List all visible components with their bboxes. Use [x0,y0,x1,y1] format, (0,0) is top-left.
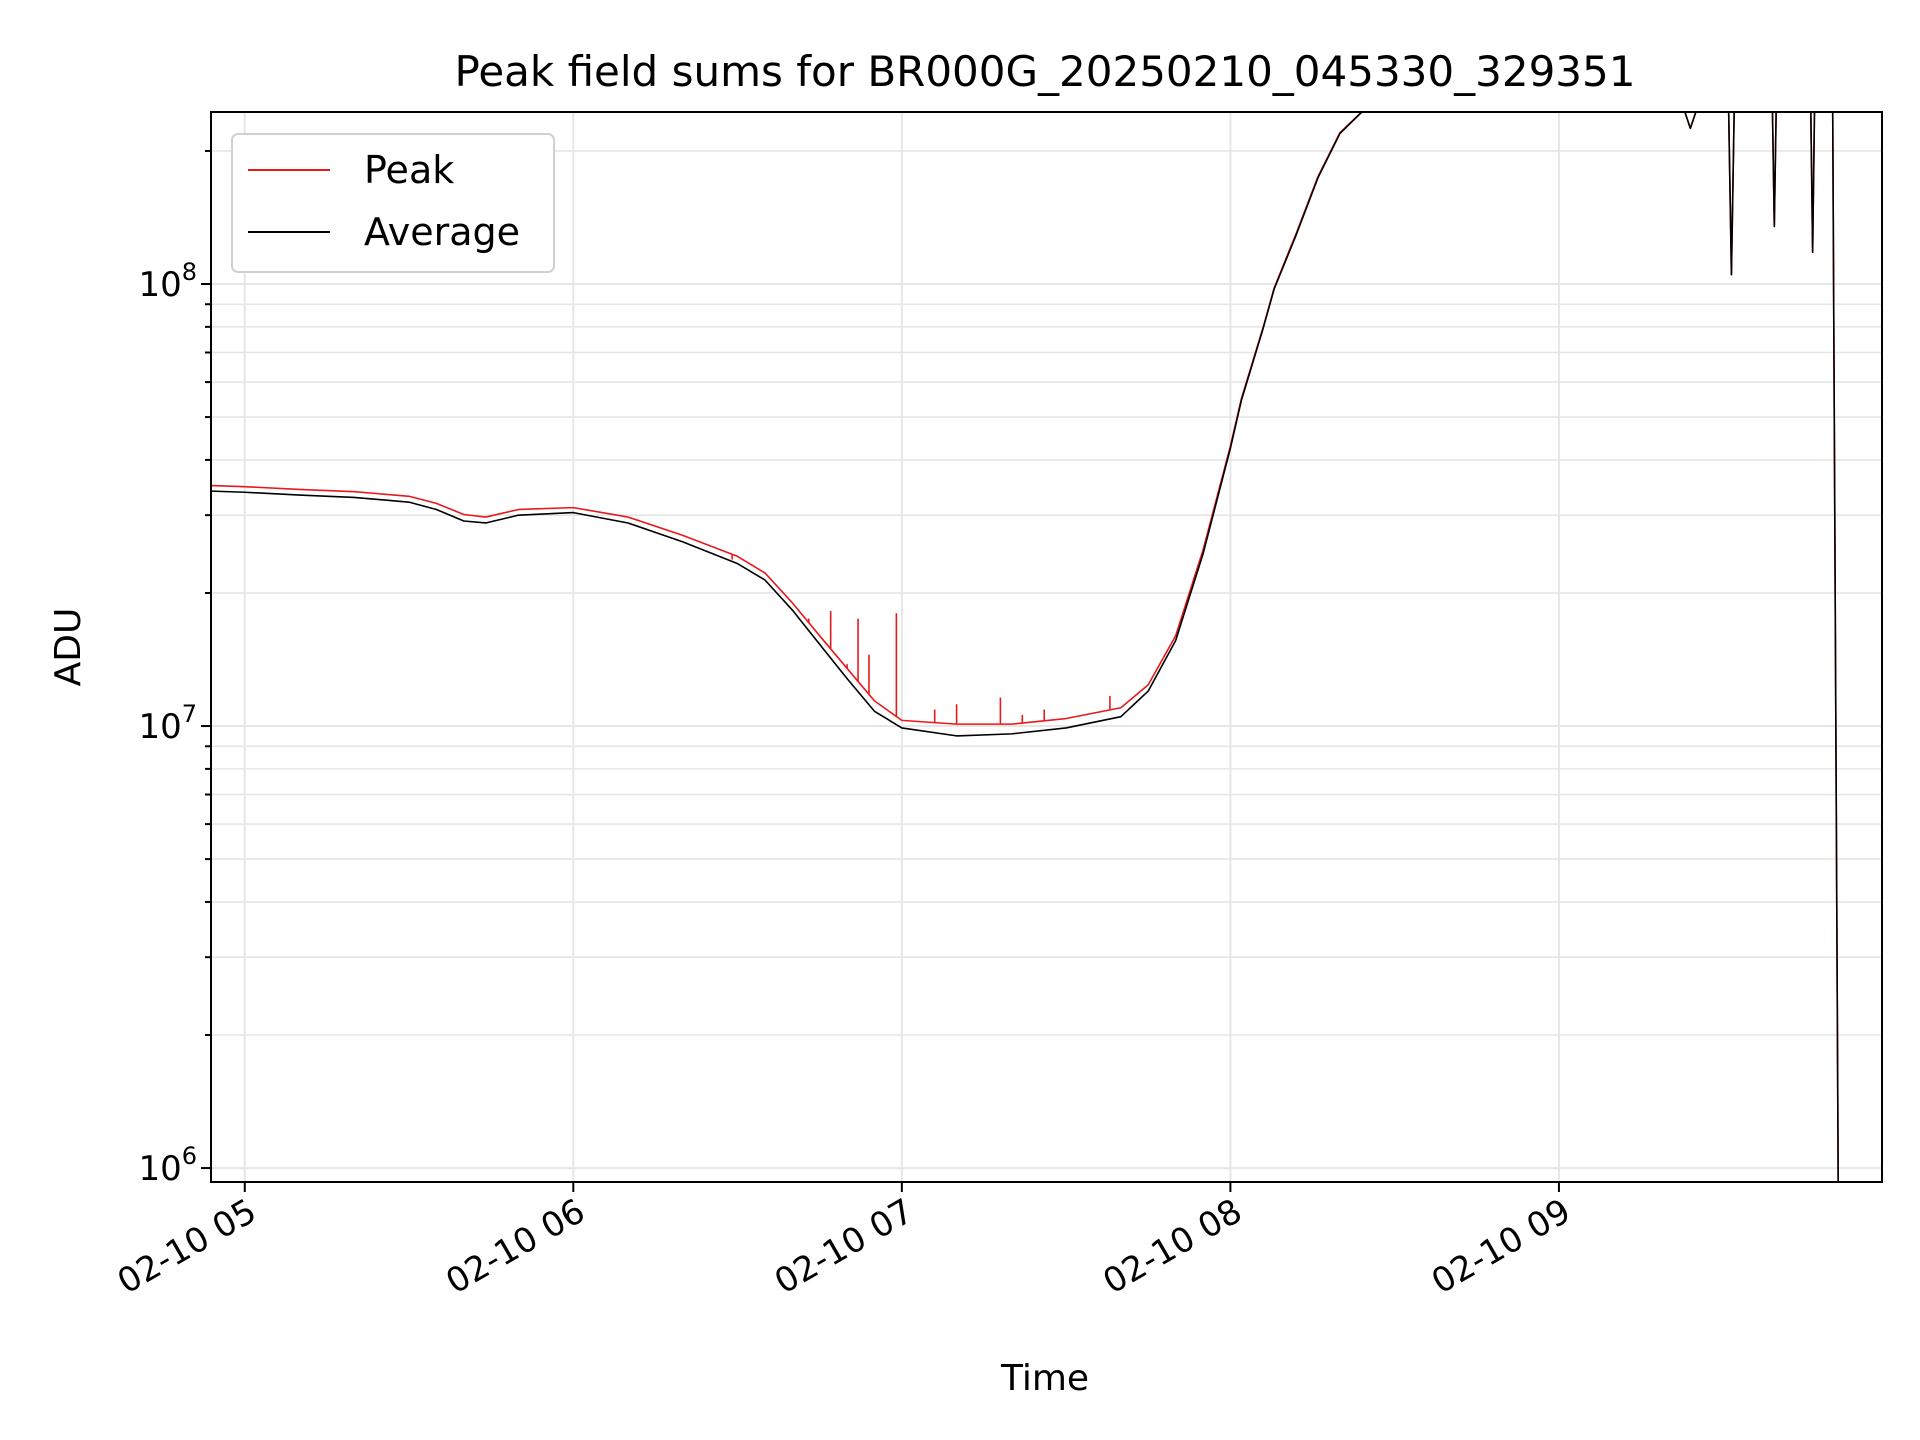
y-tick-base: 10 [138,265,181,305]
grid [211,112,1882,1182]
legend-box [231,133,555,273]
chart-title: Peak field sums for BR000G_20250210_0453… [455,47,1636,96]
y-tick-label: 106 [138,1142,197,1189]
y-tick-exponent: 8 [182,258,197,286]
y-tick-base: 10 [138,707,181,747]
plot-frame [210,111,1883,1183]
y-axis-label: ADU [48,608,89,687]
legend-label-peak: Peak [364,148,454,192]
y-tick-base: 10 [138,1149,181,1189]
y-tick-exponent: 7 [182,700,197,728]
x-axis-label: Time [1000,1358,1089,1399]
y-tick-label: 108 [138,258,197,305]
y-tick-label: 107 [138,700,197,747]
legend: Peak Average [231,133,555,273]
legend-label-average: Average [364,210,520,254]
y-tick-exponent: 6 [182,1142,197,1170]
